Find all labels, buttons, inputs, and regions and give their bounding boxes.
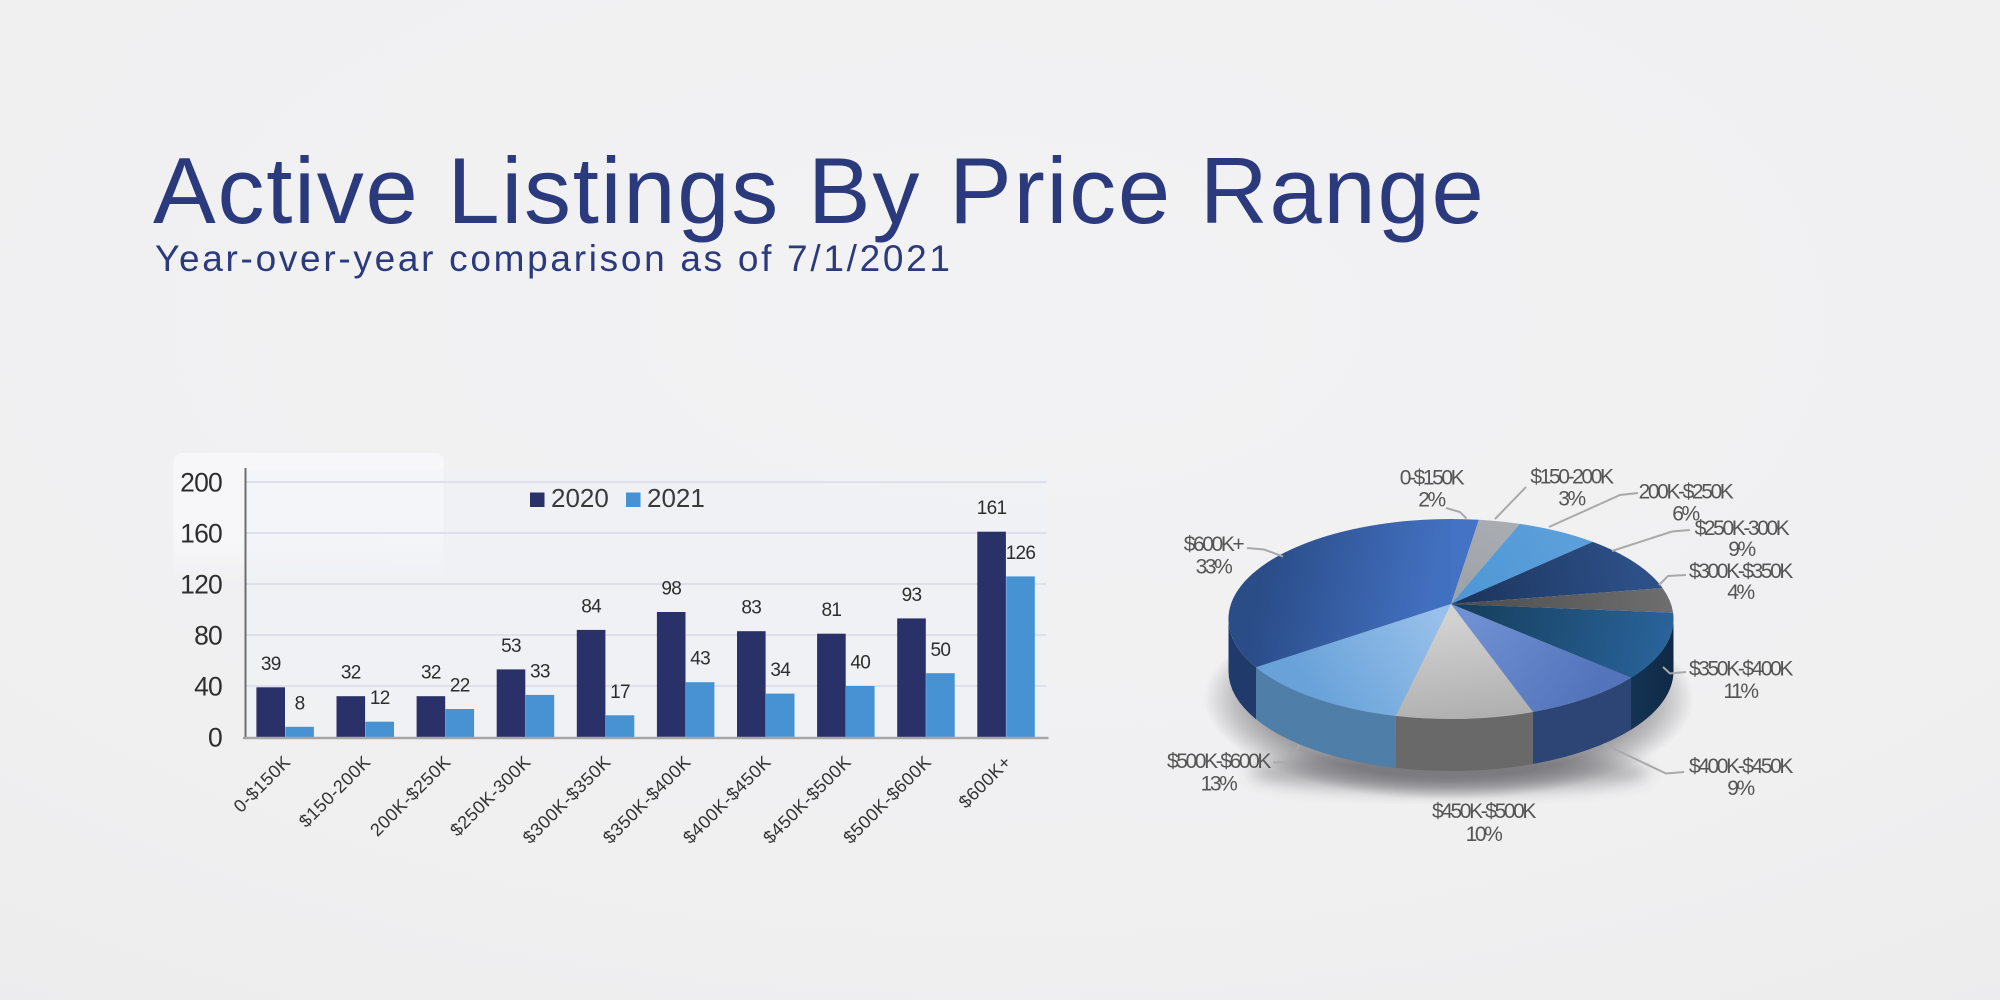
svg-text:$600K+: $600K+	[1184, 533, 1245, 556]
svg-text:10%: 10%	[1466, 823, 1503, 846]
svg-text:120: 120	[180, 570, 222, 600]
svg-text:22: 22	[450, 676, 470, 697]
svg-text:$150-200K: $150-200K	[1530, 466, 1614, 489]
svg-text:4%: 4%	[1727, 581, 1754, 604]
svg-text:39: 39	[261, 654, 281, 675]
svg-text:2%: 2%	[1418, 489, 1445, 512]
svg-text:33: 33	[530, 661, 550, 682]
svg-text:40: 40	[194, 672, 222, 702]
svg-text:$350K-$400K: $350K-$400K	[1689, 658, 1793, 681]
svg-text:11%: 11%	[1723, 680, 1758, 703]
svg-text:93: 93	[902, 585, 922, 606]
svg-text:$450K-$500K: $450K-$500K	[1432, 800, 1536, 823]
svg-text:0-$150K: 0-$150K	[1400, 467, 1465, 490]
svg-text:0: 0	[208, 723, 222, 753]
svg-text:17: 17	[610, 682, 630, 703]
svg-text:80: 80	[194, 621, 222, 651]
svg-text:34: 34	[770, 660, 791, 681]
svg-text:$400K-$450K: $400K-$450K	[1689, 755, 1793, 778]
svg-text:32: 32	[421, 663, 441, 684]
svg-text:6%: 6%	[1672, 503, 1699, 526]
svg-text:161: 161	[977, 498, 1007, 519]
svg-text:$500K-$600K: $500K-$600K	[1167, 750, 1271, 773]
svg-text:2020: 2020	[551, 483, 609, 513]
svg-text:32: 32	[341, 663, 361, 684]
svg-text:Active Listings By Price Range: Active Listings By Price Range	[153, 138, 1486, 243]
svg-text:40: 40	[850, 653, 870, 674]
svg-text:13%: 13%	[1201, 773, 1238, 796]
svg-text:2021: 2021	[647, 483, 705, 513]
svg-text:9%: 9%	[1728, 538, 1755, 561]
svg-text:3%: 3%	[1558, 488, 1585, 511]
svg-text:9%: 9%	[1727, 777, 1754, 800]
svg-text:81: 81	[822, 600, 842, 621]
svg-text:160: 160	[180, 519, 222, 549]
svg-text:Year-over-year comparison as o: Year-over-year comparison as of 7/1/2021	[155, 238, 953, 279]
svg-text:$250K-300K: $250K-300K	[1695, 517, 1790, 540]
svg-text:8: 8	[295, 693, 305, 714]
svg-text:84: 84	[581, 596, 602, 617]
svg-text:$300K-$350K: $300K-$350K	[1689, 560, 1793, 583]
svg-text:50: 50	[931, 640, 951, 661]
svg-text:43: 43	[690, 649, 710, 670]
svg-text:126: 126	[1006, 543, 1036, 564]
svg-text:12: 12	[370, 688, 390, 709]
svg-text:98: 98	[661, 579, 681, 600]
svg-text:53: 53	[501, 636, 521, 657]
svg-text:200: 200	[180, 468, 222, 498]
svg-text:33%: 33%	[1196, 556, 1233, 579]
svg-text:83: 83	[741, 598, 761, 619]
svg-text:200K-$250K: 200K-$250K	[1639, 481, 1734, 504]
